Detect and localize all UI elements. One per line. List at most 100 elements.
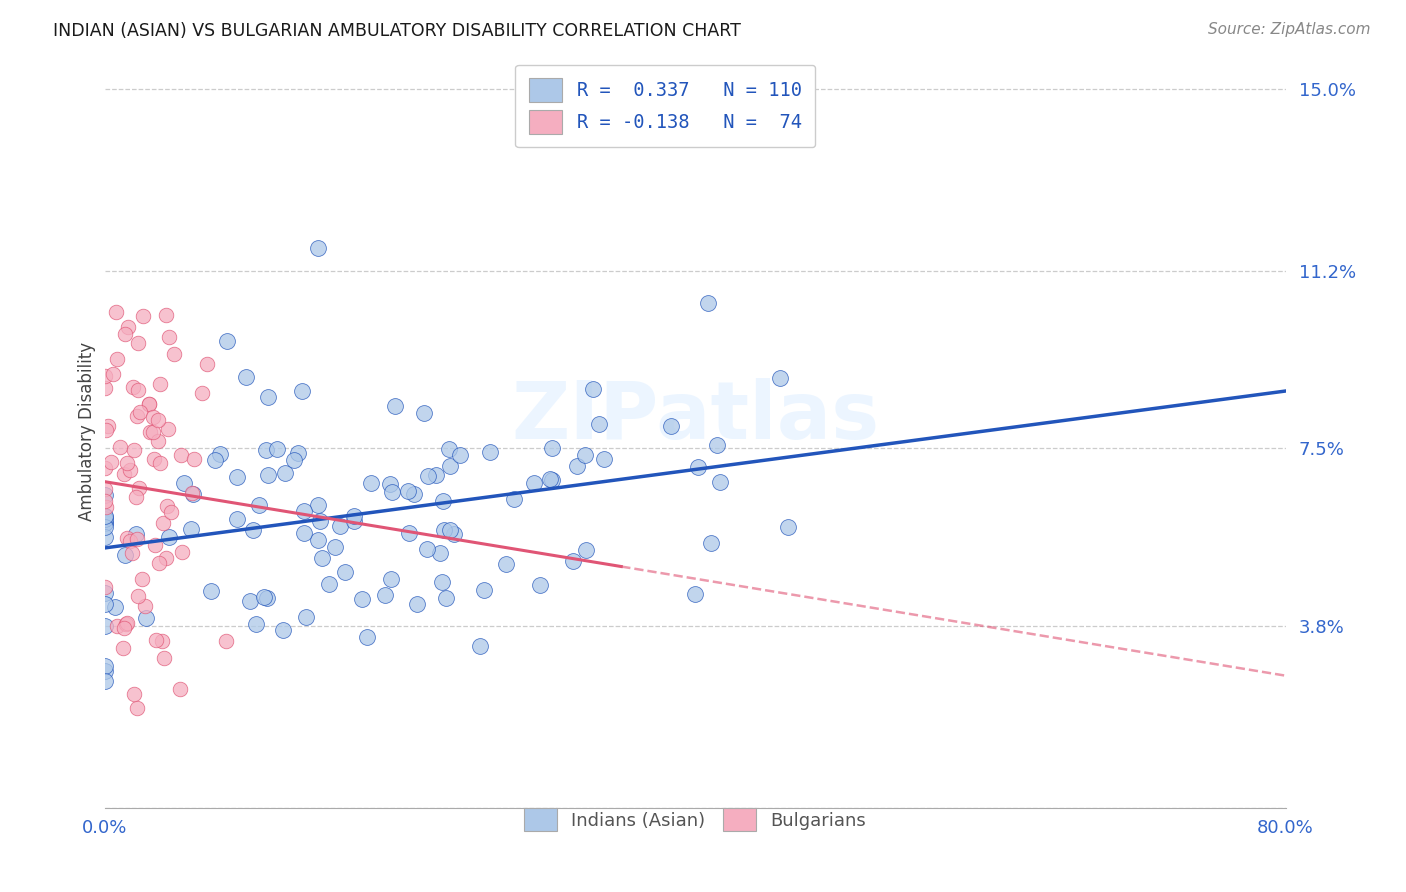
- Point: [96, 500, 118, 514]
- Point: [125, 490, 148, 504]
- Point: [256, 591, 278, 606]
- Point: [170, 448, 193, 462]
- Point: [145, 633, 167, 648]
- Point: [292, 504, 315, 518]
- Point: [323, 541, 346, 555]
- Point: [93, 482, 115, 496]
- Point: [125, 811, 148, 825]
- Point: [160, 505, 183, 519]
- Point: [115, 616, 138, 631]
- Point: [402, 487, 425, 501]
- Point: [149, 376, 172, 391]
- Point: [142, 425, 165, 440]
- Text: ZIPatlas: ZIPatlas: [510, 377, 879, 456]
- Point: [149, 456, 172, 470]
- Point: [183, 452, 205, 467]
- Point: [125, 700, 148, 714]
- Point: [433, 523, 456, 537]
- Point: [131, 572, 153, 586]
- Point: [117, 456, 139, 470]
- Point: [686, 459, 709, 474]
- Point: [93, 664, 115, 678]
- Point: [120, 462, 142, 476]
- Point: [93, 488, 115, 502]
- Point: [104, 599, 127, 614]
- Point: [529, 578, 551, 592]
- Point: [430, 575, 453, 590]
- Point: [143, 538, 166, 552]
- Point: [309, 514, 332, 528]
- Point: [381, 485, 404, 500]
- Point: [93, 494, 115, 508]
- Point: [287, 446, 309, 460]
- Point: [449, 448, 471, 462]
- Point: [266, 442, 288, 457]
- Point: [120, 534, 142, 549]
- Text: INDIAN (ASIAN) VS BULGARIAN AMBULATORY DISABILITY CORRELATION CHART: INDIAN (ASIAN) VS BULGARIAN AMBULATORY D…: [53, 22, 741, 40]
- Point: [209, 447, 232, 461]
- Point: [479, 445, 502, 459]
- Point: [93, 460, 115, 475]
- Point: [107, 352, 129, 367]
- Point: [93, 659, 115, 673]
- Point: [117, 319, 139, 334]
- Point: [439, 523, 461, 537]
- Point: [538, 472, 561, 486]
- Point: [127, 384, 149, 398]
- Point: [142, 410, 165, 425]
- Point: [180, 522, 202, 536]
- Point: [352, 591, 374, 606]
- Point: [156, 500, 179, 514]
- Point: [93, 511, 115, 525]
- Point: [93, 674, 115, 689]
- Point: [242, 523, 264, 537]
- Point: [114, 327, 136, 342]
- Point: [139, 425, 162, 439]
- Point: [443, 527, 465, 541]
- Point: [215, 633, 238, 648]
- Point: [311, 551, 333, 566]
- Point: [329, 519, 352, 533]
- Point: [93, 580, 115, 594]
- Point: [384, 399, 406, 413]
- Point: [398, 525, 420, 540]
- Point: [565, 459, 588, 474]
- Point: [343, 514, 366, 528]
- Point: [128, 481, 150, 495]
- Point: [93, 508, 115, 523]
- Point: [307, 241, 329, 255]
- Point: [247, 499, 270, 513]
- Point: [115, 531, 138, 545]
- Point: [127, 589, 149, 603]
- Point: [380, 572, 402, 586]
- Point: [148, 557, 170, 571]
- Point: [115, 616, 138, 631]
- Point: [700, 535, 723, 549]
- Point: [94, 423, 117, 437]
- Point: [425, 468, 447, 483]
- Point: [374, 588, 396, 602]
- Point: [541, 441, 564, 455]
- Point: [93, 369, 115, 384]
- Point: [432, 493, 454, 508]
- Point: [574, 448, 596, 462]
- Point: [273, 623, 295, 637]
- Point: [416, 541, 439, 556]
- Point: [683, 587, 706, 601]
- Point: [706, 438, 728, 452]
- Point: [121, 546, 143, 560]
- Point: [169, 681, 191, 696]
- Point: [593, 451, 616, 466]
- Point: [138, 397, 160, 411]
- Point: [125, 527, 148, 541]
- Point: [217, 334, 239, 348]
- Point: [157, 530, 180, 544]
- Point: [150, 634, 173, 648]
- Point: [181, 487, 204, 501]
- Point: [200, 583, 222, 598]
- Point: [239, 594, 262, 608]
- Point: [195, 357, 218, 371]
- Point: [659, 418, 682, 433]
- Point: [157, 330, 180, 344]
- Point: [245, 616, 267, 631]
